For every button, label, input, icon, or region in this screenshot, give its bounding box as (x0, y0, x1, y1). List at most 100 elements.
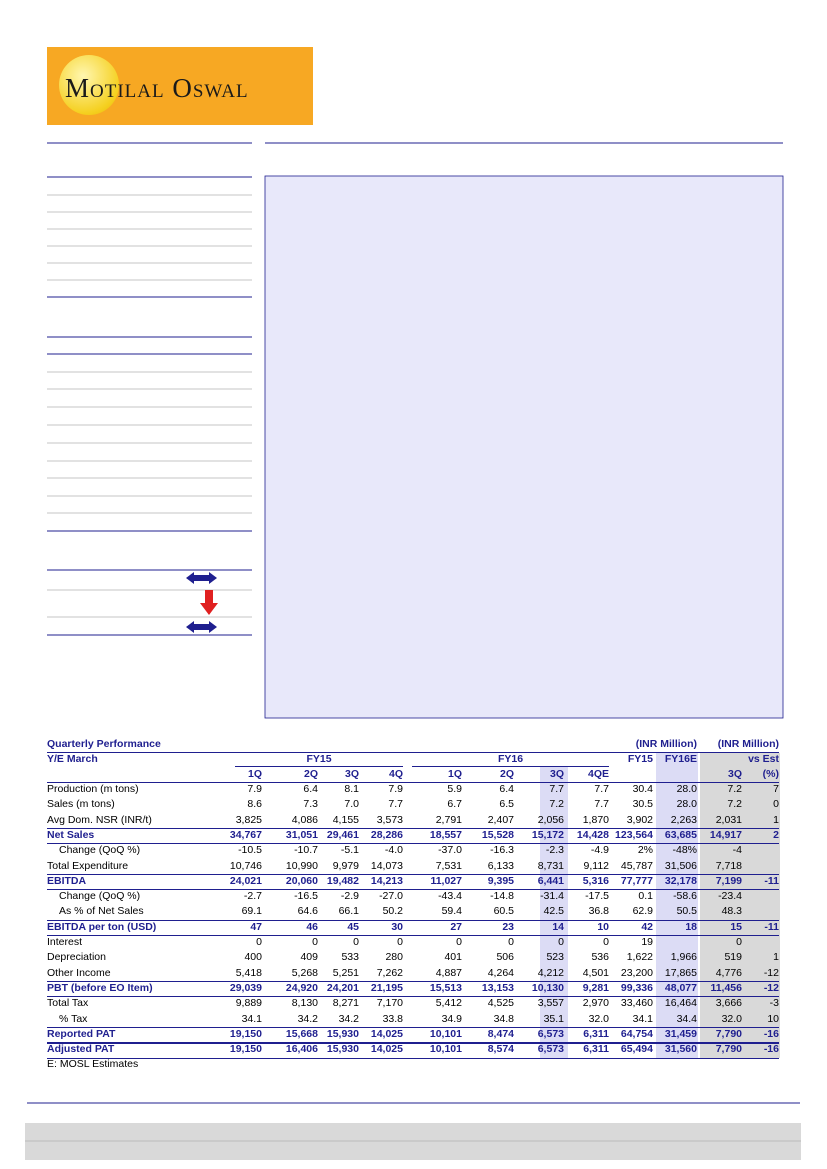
row-rule (47, 935, 779, 937)
cell: 7.9 (388, 783, 403, 795)
cell: 48,077 (664, 981, 697, 994)
cell: 64,754 (620, 1027, 653, 1040)
cell: 1,622 (626, 951, 653, 964)
cell: 3,902 (626, 813, 653, 826)
cell: 17,865 (664, 966, 697, 979)
group-label: FY16 (497, 753, 524, 765)
cell: 5,316 (582, 874, 609, 887)
cell: 533 (341, 951, 359, 964)
cell: 0 (397, 936, 403, 948)
cell: 16,406 (285, 1043, 318, 1056)
estimate-column-header: (%) (762, 768, 779, 780)
quarter-header: 3Q (344, 768, 359, 780)
cell: 19 (641, 936, 653, 948)
row-label: Change (QoQ %) (59, 890, 141, 903)
row-rule (47, 889, 779, 891)
cell: -5.1 (340, 844, 359, 857)
cell: 33,460 (620, 997, 653, 1010)
cell: 34.2 (338, 1012, 359, 1025)
cell: 506 (496, 951, 514, 964)
row-rule (47, 843, 779, 845)
cell: 45 (347, 920, 359, 933)
cell: 400 (244, 951, 262, 964)
cell: -43.4 (438, 890, 462, 903)
cell: 1 (773, 951, 779, 964)
quarter-header: 4QE (587, 768, 609, 780)
cell: 0 (353, 936, 359, 948)
cell: 14,917 (709, 828, 742, 841)
cell: 27 (450, 920, 462, 933)
cell: 7,170 (376, 997, 403, 1010)
cell: 14,073 (370, 859, 403, 872)
cell: -14.8 (490, 890, 514, 903)
cell: 6,573 (537, 1027, 564, 1040)
cell: 2,056 (537, 813, 564, 826)
cell: 77,777 (620, 874, 653, 887)
row-label: Interest (47, 936, 83, 948)
cell: 59.4 (441, 905, 462, 918)
cell: 11,456 (710, 981, 742, 994)
cell: 14,025 (370, 1043, 403, 1056)
row-label: As % of Net Sales (59, 905, 144, 918)
cell: 6,441 (537, 874, 564, 887)
cell: 6.5 (499, 798, 514, 811)
cell: -23.4 (718, 890, 742, 903)
cell: 4,501 (582, 966, 609, 979)
cell: 536 (591, 951, 609, 964)
cell: 401 (444, 951, 462, 964)
cell: 32.0 (721, 1012, 742, 1025)
cell: 45,787 (620, 859, 653, 872)
cell: 30 (391, 920, 403, 933)
row-label: EBITDA per ton (USD) (47, 920, 157, 933)
header-rule (47, 752, 779, 753)
cell: -16.3 (490, 844, 514, 857)
cell: 8,731 (537, 859, 564, 872)
row-label: Net Sales (47, 828, 95, 841)
cell: 9,889 (235, 997, 262, 1010)
cell: -12 (763, 981, 779, 994)
cell: 3,666 (715, 997, 742, 1010)
logo: Motilal Oswal (47, 47, 313, 125)
cell: 31,560 (664, 1043, 697, 1056)
cell: 24,021 (229, 874, 262, 887)
cell: 24,920 (285, 981, 318, 994)
cell: 34.8 (493, 1012, 514, 1025)
cell: 50.2 (382, 905, 403, 918)
cell: -48% (672, 844, 697, 857)
cell: -10.5 (238, 844, 262, 857)
row-rule (47, 981, 779, 983)
estimate-header: vs Est (748, 753, 779, 765)
shade-fy16-3q (540, 767, 568, 1058)
cell: -2.7 (243, 890, 262, 903)
quarter-header: 4Q (388, 768, 403, 780)
cell: 15,513 (429, 981, 462, 994)
cell: -11 (764, 874, 779, 887)
cell: 123,564 (615, 828, 653, 841)
cell: 4,212 (537, 966, 564, 979)
cell: 8,474 (487, 1027, 514, 1040)
cell: -12 (763, 966, 779, 979)
cell: 2% (637, 844, 653, 857)
logo-circle (59, 55, 119, 115)
cell: 36.8 (588, 905, 609, 918)
cell: 33.8 (382, 1012, 403, 1025)
row-label: Change (QoQ %) (59, 844, 141, 857)
cell: 48.3 (721, 905, 742, 918)
cell: 6.4 (303, 783, 318, 795)
cell: 14,428 (576, 828, 609, 841)
cell: 7,262 (376, 966, 403, 979)
cell: 23,200 (620, 966, 653, 979)
cell: 2,263 (670, 813, 697, 826)
cell: 6,133 (487, 859, 514, 872)
row-rule (47, 828, 779, 830)
quarter-header: 1Q (447, 768, 462, 780)
cell: 42.5 (543, 905, 564, 918)
unit-label: (INR Million) (717, 738, 779, 750)
logo-text: Motilal Oswal (65, 73, 249, 103)
year-header: FY16E (664, 753, 697, 765)
table-title: Quarterly Performance (47, 738, 161, 750)
cell: 31,506 (664, 859, 697, 872)
cell: 7.7 (594, 798, 609, 811)
cell: 6,311 (583, 1027, 609, 1040)
cell: 4,776 (715, 966, 742, 979)
